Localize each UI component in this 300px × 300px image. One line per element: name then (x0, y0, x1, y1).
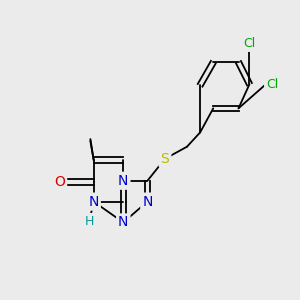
Text: N: N (118, 215, 128, 230)
Text: N: N (88, 195, 99, 208)
Text: N: N (142, 195, 153, 208)
Text: H: H (85, 215, 94, 228)
Text: Cl: Cl (266, 78, 278, 91)
Text: S: S (160, 152, 169, 166)
Text: Cl: Cl (243, 37, 256, 50)
Text: O: O (54, 175, 65, 189)
Text: N: N (118, 174, 128, 188)
